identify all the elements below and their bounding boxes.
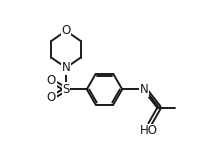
Text: N: N (62, 61, 70, 74)
Text: HO: HO (139, 124, 157, 137)
Text: S: S (62, 83, 70, 96)
Text: O: O (61, 24, 71, 37)
Text: O: O (47, 91, 56, 104)
Text: O: O (47, 74, 56, 87)
Text: N: N (139, 83, 148, 96)
